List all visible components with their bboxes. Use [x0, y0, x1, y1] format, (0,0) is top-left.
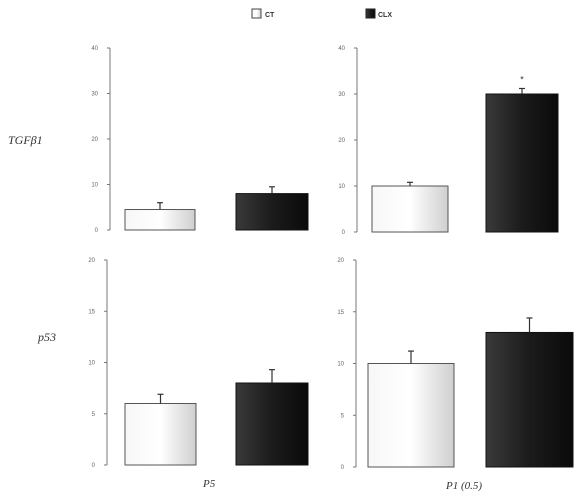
row-label-tgfb1: TGFβ1: [8, 133, 43, 147]
panel-p53-p5: 0 5 10 15 20: [88, 258, 309, 469]
y-tick-label: 40: [338, 46, 345, 52]
y-tick-label: 10: [91, 183, 98, 189]
legend-label-ct: CT: [265, 12, 275, 19]
bar-ct: [371, 185, 449, 233]
bar-ct: [367, 363, 455, 468]
y-tick-label: 40: [91, 46, 98, 52]
bar-clx: [485, 93, 559, 233]
y-tick-label: 5: [92, 412, 96, 418]
panel-p53-p1: 0 5 10 15 20: [337, 258, 574, 471]
bar-clx: [485, 331, 574, 468]
y-tick-label: 0: [92, 463, 96, 469]
row-label-p53: p53: [37, 330, 56, 344]
y-tick-label: 15: [88, 309, 95, 315]
legend-swatch-ct: [251, 8, 262, 19]
y-tick-label: 20: [338, 138, 345, 144]
col-label-p5: P5: [202, 478, 216, 490]
y-tick-label: 20: [91, 137, 98, 143]
y-tick-label: 0: [95, 228, 99, 234]
y-tick-label: 0: [342, 230, 346, 236]
panel-tgfb1-p5: 0 10 20 30 40: [91, 46, 309, 234]
col-label-p1: P1 (0.5): [445, 480, 482, 492]
y-tick-label: 15: [337, 310, 344, 316]
y-tick-label: 30: [338, 92, 345, 98]
bar-ct: [124, 209, 196, 231]
bar-clx: [235, 382, 309, 466]
y-tick-label: 20: [88, 258, 95, 264]
y-tick-label: 0: [341, 465, 345, 471]
panel-tgfb1-p1: 0 10 20 30 40 *: [338, 46, 559, 236]
bar-ct: [124, 403, 197, 466]
legend-swatch-clx: [365, 8, 376, 19]
significance-marker: *: [520, 74, 524, 84]
legend: CT CLX: [251, 8, 392, 19]
y-tick-label: 5: [341, 413, 345, 419]
y-tick-label: 20: [337, 258, 344, 264]
y-tick-label: 10: [88, 361, 95, 367]
y-tick-label: 10: [337, 362, 344, 368]
legend-label-clx: CLX: [378, 12, 392, 19]
y-tick-label: 10: [338, 184, 345, 190]
y-tick-label: 30: [91, 92, 98, 98]
bar-clx: [235, 193, 309, 231]
